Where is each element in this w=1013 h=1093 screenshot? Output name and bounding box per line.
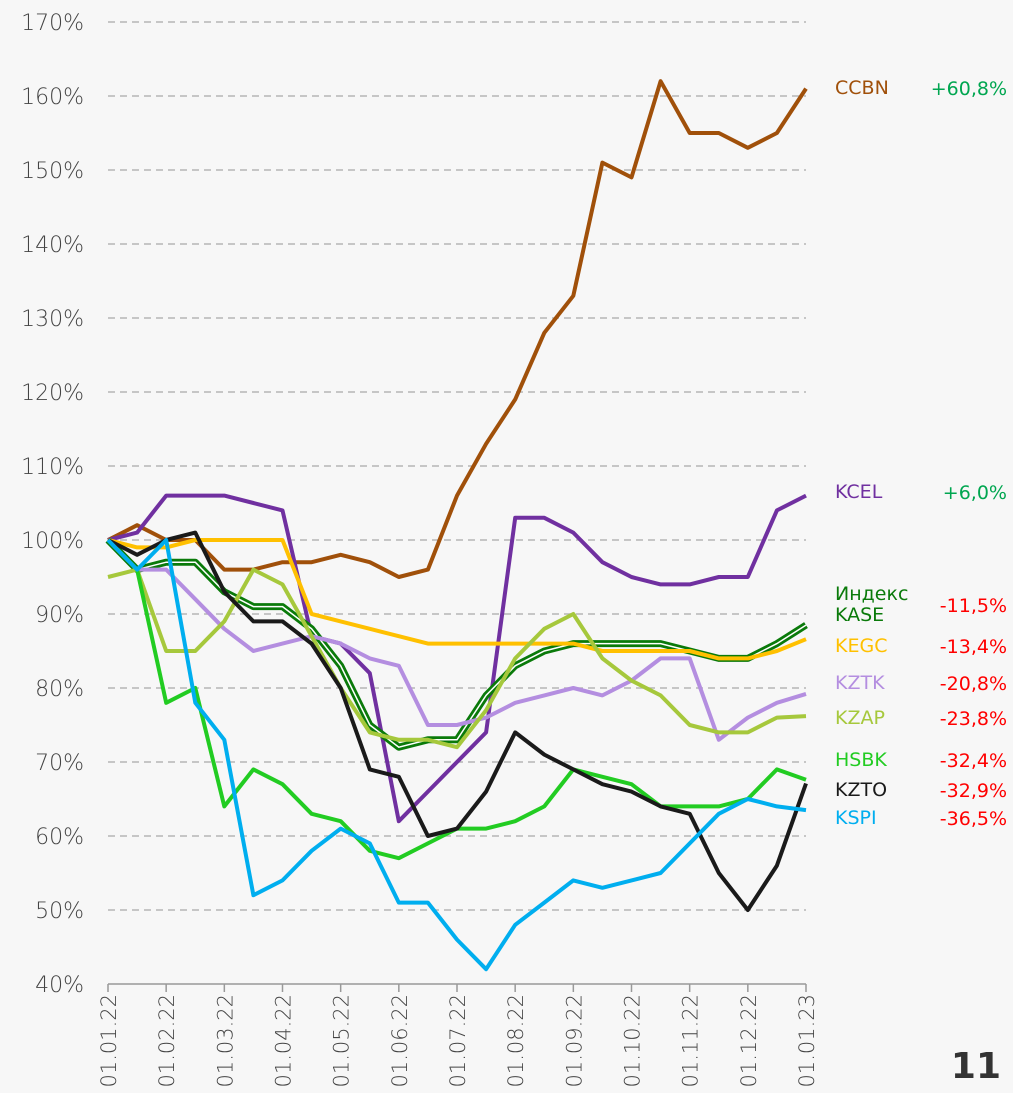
series-label: KSPI [835, 807, 877, 829]
x-tick-label: 01.02.22 [155, 994, 179, 1088]
series-change: -36,5% [939, 808, 1007, 830]
y-tick-label: 90% [35, 603, 84, 628]
y-tick-label: 170% [21, 11, 84, 36]
x-tick-label: 01.03.22 [213, 994, 237, 1088]
x-tick-label: 01.08.22 [504, 994, 528, 1088]
series-line [107, 493, 807, 824]
page-number: 11 [950, 1046, 1001, 1087]
series-label: KZAP [835, 707, 885, 729]
y-tick-label: 50% [35, 899, 84, 924]
x-tick-label: 01.01.22 [97, 994, 121, 1088]
series-change: -32,4% [939, 750, 1007, 772]
x-tick-label: 01.10.22 [621, 994, 645, 1088]
series-label: KZTO [835, 779, 888, 801]
series-line [106, 538, 807, 972]
series-change: -13,4% [939, 636, 1007, 658]
series-line [106, 538, 807, 861]
series-change: +60,8% [930, 78, 1007, 100]
x-tick-label: 01.06.22 [388, 994, 412, 1088]
series-label: KCEL [835, 481, 883, 503]
y-tick-label: 100% [21, 529, 84, 554]
series-label: HSBK [835, 749, 887, 771]
series-line [107, 538, 807, 661]
x-tick-label: 01.04.22 [272, 994, 296, 1088]
y-tick-label: 60% [35, 825, 84, 850]
series-change: -23,8% [939, 708, 1007, 730]
series-change: -11,5% [939, 595, 1007, 617]
series-label: KZTK [835, 672, 885, 694]
series-label: Индекс KASE [835, 583, 909, 626]
series-label: KEGC [835, 635, 888, 657]
series-change: +6,0% [942, 482, 1007, 504]
y-tick-label: 80% [35, 677, 84, 702]
y-tick-label: 160% [21, 85, 84, 110]
y-tick-label: 140% [21, 233, 84, 258]
series-line [107, 530, 808, 912]
y-tick-label: 150% [21, 159, 84, 184]
series-change: -32,9% [939, 780, 1007, 802]
series-line [106, 538, 807, 742]
y-tick-label: 70% [35, 751, 84, 776]
series-line [107, 79, 808, 579]
x-tick-label: 01.09.22 [562, 994, 586, 1088]
x-tick-label: 01.01.23 [795, 994, 819, 1088]
series-line [107, 567, 807, 750]
y-tick-label: 40% [35, 973, 84, 998]
series-change: -20,8% [939, 673, 1007, 695]
y-tick-label: 120% [21, 381, 84, 406]
x-tick-label: 01.11.22 [679, 994, 703, 1088]
x-tick-label: 01.05.22 [330, 994, 354, 1088]
y-tick-label: 110% [21, 455, 84, 480]
series-label: CCBN [835, 77, 889, 99]
x-tick-label: 01.07.22 [446, 994, 470, 1088]
x-tick-label: 01.12.22 [737, 994, 761, 1088]
y-tick-label: 130% [21, 307, 84, 332]
